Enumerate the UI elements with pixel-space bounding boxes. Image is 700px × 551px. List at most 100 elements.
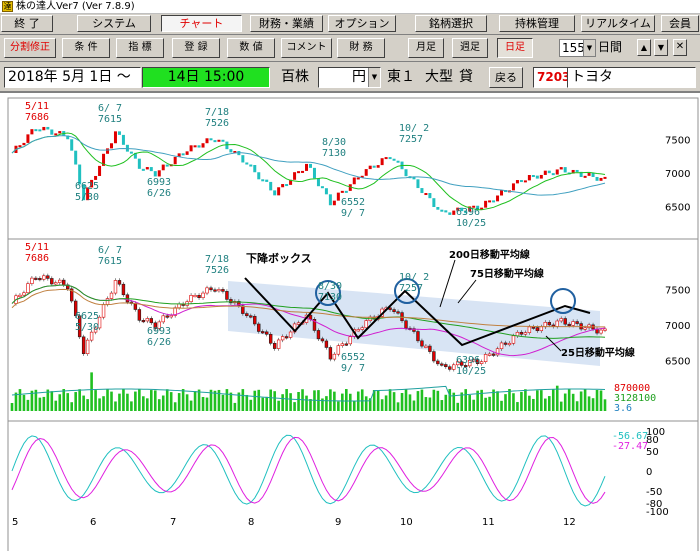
ma200-line <box>11 288 606 328</box>
monthly-button[interactable]: 月足 <box>408 38 444 58</box>
volume-bar <box>153 390 157 411</box>
volume-bar <box>528 395 531 411</box>
weekly-button[interactable]: 週足 <box>452 38 488 58</box>
upper-candle <box>161 164 165 171</box>
upper-candle <box>579 171 583 178</box>
daily-button[interactable]: 日足 <box>497 38 533 58</box>
date-range-field[interactable]: 14日 15:00 <box>142 67 270 88</box>
middle-candle <box>479 361 484 364</box>
middle-candle <box>464 365 468 368</box>
middle-candle <box>436 360 440 365</box>
middle-candle <box>511 335 516 344</box>
middle-candle <box>276 339 281 349</box>
upper-candle <box>22 142 26 146</box>
volume-bar <box>488 396 491 411</box>
chart-area[interactable]: 7500 7000 6500 5/11 7686 6/ 7 7615 6625 5/30 6993… <box>0 91 700 551</box>
middle-candle <box>312 319 317 331</box>
volume-bar <box>524 389 527 411</box>
volume-bar <box>603 399 607 411</box>
oscillator-y-tick-label: 100 <box>646 427 665 438</box>
volume-bar <box>305 395 308 411</box>
main-menu: 終 了 システム チャート 財務・業績 オプション 銘柄選択 持株管理 リアルタ… <box>0 14 700 34</box>
upper-annotation-line2: 7257 <box>399 134 423 145</box>
upper-candle <box>496 195 500 202</box>
middle-candle <box>575 321 579 324</box>
upper-candle <box>54 133 58 136</box>
menu-holdings[interactable]: 持株管理 <box>499 15 575 32</box>
upper-annotation-line1: 6993 <box>147 177 171 188</box>
volume-bar <box>555 385 559 411</box>
comment-button[interactable]: コメント <box>281 38 332 58</box>
middle-candle <box>603 328 607 331</box>
upper-candle <box>58 131 62 134</box>
menu-system[interactable]: システム <box>77 15 151 32</box>
menu-chart[interactable]: チャート <box>161 15 242 32</box>
volume-bar <box>464 389 468 411</box>
ma75-line <box>11 284 606 339</box>
middle-candle <box>197 295 201 299</box>
volume-bar <box>364 396 368 411</box>
upper-candle <box>205 138 209 144</box>
volume-bar <box>484 397 487 411</box>
volume-bar <box>480 389 483 411</box>
upper-candle <box>404 169 408 177</box>
volume-bar <box>18 389 22 411</box>
upper-candle <box>539 174 543 179</box>
close-icon[interactable]: ✕ <box>673 39 687 56</box>
upper-candle <box>595 176 599 181</box>
indicator-button[interactable]: 指 標 <box>116 38 164 58</box>
volume-bar <box>492 389 495 411</box>
currency-select[interactable]: 円 ▼ <box>318 67 381 88</box>
days-select[interactable]: 155 ▼ <box>559 39 596 57</box>
middle-candle <box>424 345 428 348</box>
menu-exit[interactable]: 終 了 <box>1 15 53 32</box>
split-adjust-button[interactable]: 分割修正 <box>4 38 56 58</box>
volume-bar <box>229 392 233 411</box>
middle-candle <box>519 331 524 335</box>
volume-bar <box>496 391 499 411</box>
arrow-down-button[interactable]: ▼ <box>654 39 668 56</box>
volume-bar <box>58 394 62 411</box>
volume-bar <box>94 390 97 411</box>
stock-code-field[interactable]: 7203 <box>533 67 570 88</box>
values-button[interactable]: 数 値 <box>227 38 275 58</box>
volume-bar <box>536 390 539 411</box>
menu-finance[interactable]: 財務・業績 <box>250 15 323 32</box>
volume-bar <box>424 397 428 411</box>
upper-candle <box>165 164 169 167</box>
middle-candle <box>531 326 536 329</box>
start-date-field[interactable]: 2018年 5月 1日 ～ <box>4 67 141 88</box>
volume-bar <box>181 389 185 411</box>
chevron-down-icon: ▼ <box>583 40 595 56</box>
middle-candle <box>280 336 285 341</box>
menu-member[interactable]: 会員 <box>661 15 699 32</box>
condition-button[interactable]: 条 件 <box>62 38 110 58</box>
middle-candle <box>404 320 408 329</box>
back-button[interactable]: 戻る <box>489 67 523 88</box>
upper-candle <box>531 175 535 178</box>
upper-candle <box>340 190 344 193</box>
upper-candle <box>360 175 364 178</box>
arrow-up-button[interactable]: ▲ <box>637 39 651 56</box>
upper-candle <box>519 180 523 183</box>
ma25-label: 25日移動平均線 <box>561 346 635 359</box>
upper-candle <box>117 131 121 135</box>
upper-candle <box>102 153 106 166</box>
volume-bar <box>504 394 507 411</box>
menu-realtime[interactable]: リアルタイム <box>581 15 655 32</box>
register-button[interactable]: 登 録 <box>172 38 220 58</box>
middle-candle <box>432 351 436 362</box>
oscillator-line-1 <box>11 434 606 507</box>
financial-button[interactable]: 財 務 <box>337 38 385 58</box>
upper-candle <box>476 205 480 210</box>
upper-candle <box>293 172 297 180</box>
middle-candle <box>320 338 325 342</box>
middle-candle <box>499 342 504 350</box>
volume-bar <box>460 392 464 411</box>
middle-candle <box>344 343 349 346</box>
menu-option[interactable]: オプション <box>328 15 396 32</box>
stock-name-field[interactable]: トヨタ <box>567 67 696 88</box>
menu-stock-select[interactable]: 銘柄選択 <box>415 15 487 32</box>
upper-candle <box>253 165 257 173</box>
